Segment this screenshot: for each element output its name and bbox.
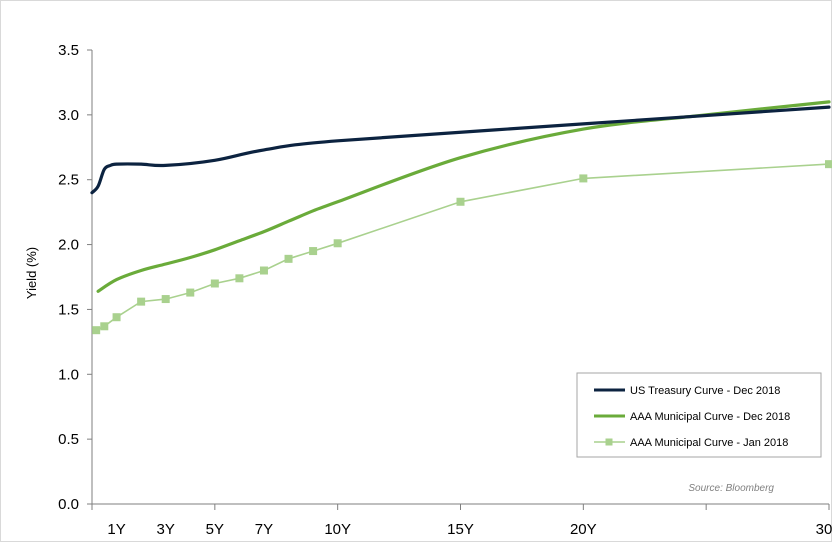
data-point-marker [309, 247, 318, 256]
data-point-marker [100, 322, 109, 331]
x-tick-label: 1Y [107, 521, 125, 538]
x-axis-ticks: 1Y 3Y 5Y 7Y 10Y 15Y 20Y 30Y [91, 504, 832, 538]
data-point-marker [137, 297, 146, 306]
series-2 [96, 100, 831, 293]
y-tick-label: 2.0 [58, 237, 79, 254]
y-axis-title: Yield (%) [24, 247, 39, 299]
series-line [90, 105, 831, 195]
data-point-marker [92, 326, 101, 335]
legend: US Treasury Curve - Dec 2018 AAA Municipa… [576, 372, 822, 458]
series-3 [92, 160, 832, 335]
legend-item: AAA Municipal Curve - Dec 2018 [594, 411, 790, 423]
data-point-marker [825, 160, 832, 169]
x-tick-label: 5Y [206, 521, 224, 538]
y-axis-ticks: 0.0 0.5 1.0 1.5 2.0 2.5 3.0 3.5 [58, 42, 92, 513]
legend-marker [605, 438, 613, 446]
x-tick-label: 20Y [570, 521, 597, 538]
y-tick-label: 3.5 [58, 42, 79, 59]
y-tick-label: 1.5 [58, 301, 79, 318]
data-point-marker [235, 274, 244, 283]
data-point-marker [186, 288, 195, 297]
data-point-marker [456, 197, 465, 206]
data-point-marker [259, 266, 268, 275]
legend-label: AAA Municipal Curve - Dec 2018 [630, 411, 790, 423]
data-point-marker [579, 174, 588, 183]
data-point-marker [210, 279, 219, 288]
data-point-marker [333, 239, 342, 248]
y-tick-label: 0.5 [58, 431, 79, 448]
legend-label: US Treasury Curve - Dec 2018 [630, 385, 780, 397]
x-tick-label: 10Y [324, 521, 351, 538]
x-tick-label: 3Y [157, 521, 175, 538]
y-tick-label: 1.0 [58, 366, 79, 383]
legend-label: AAA Municipal Curve - Jan 2018 [630, 437, 788, 449]
y-tick-label: 0.0 [58, 496, 79, 513]
legend-item: AAA Municipal Curve - Jan 2018 [594, 437, 788, 449]
data-point-marker [284, 254, 293, 263]
x-tick-label: 15Y [447, 521, 474, 538]
y-tick-label: 3.0 [58, 107, 79, 124]
data-point-marker [161, 295, 170, 304]
series-layer [90, 100, 832, 335]
data-point-marker [112, 313, 121, 322]
y-tick-label: 2.5 [58, 172, 79, 189]
series-1 [90, 105, 831, 195]
series-line [96, 100, 831, 293]
x-tick-label: 30Y [816, 521, 832, 538]
x-tick-label: 7Y [255, 521, 273, 538]
legend-item: US Treasury Curve - Dec 2018 [594, 385, 780, 397]
source-note: Source: Bloomberg [688, 483, 774, 494]
